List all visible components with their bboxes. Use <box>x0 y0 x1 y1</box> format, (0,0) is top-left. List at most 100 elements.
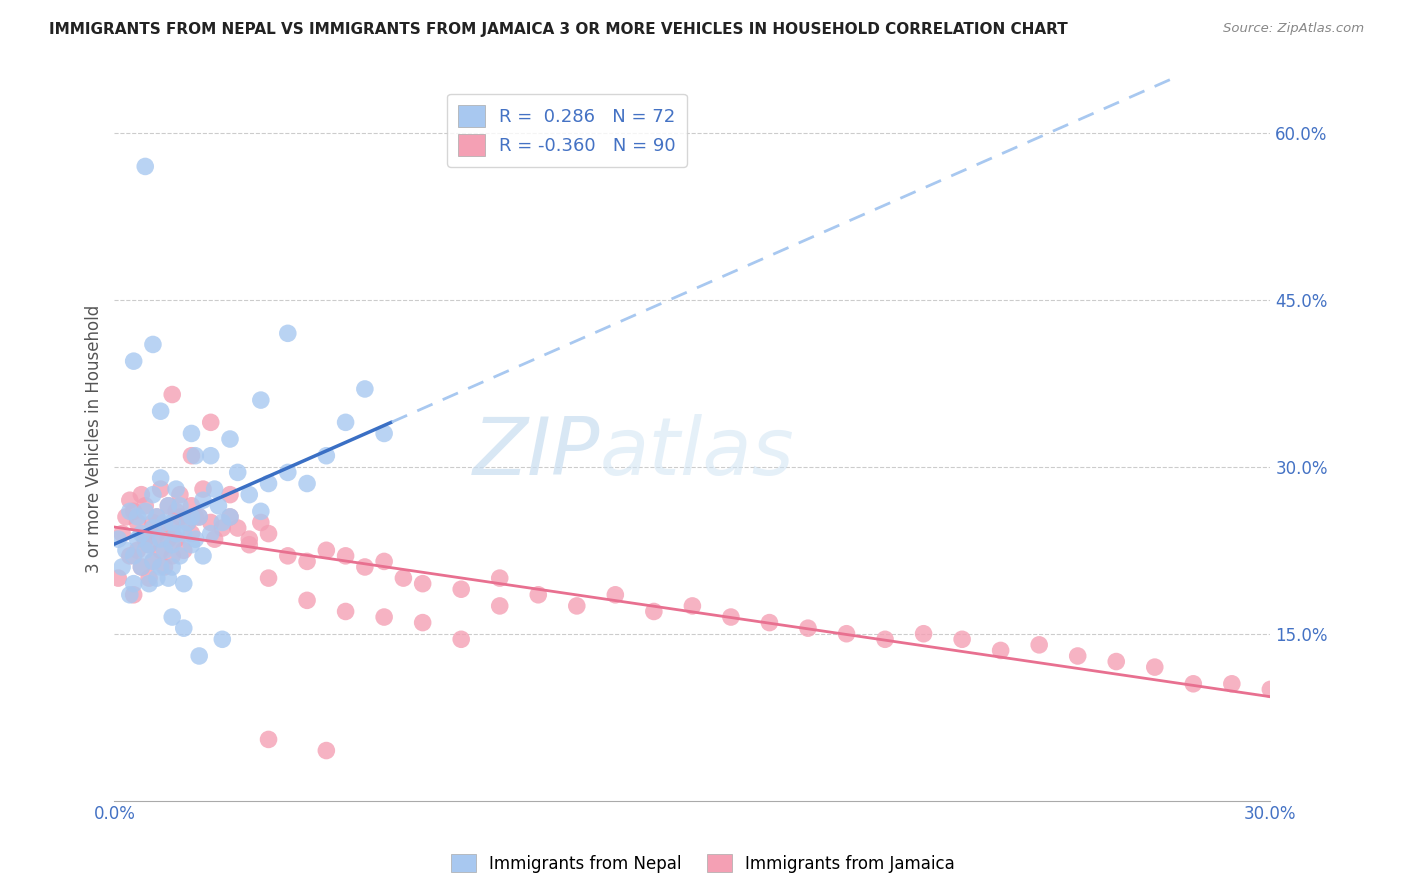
Point <box>200 449 222 463</box>
Point <box>149 404 172 418</box>
Point <box>527 588 550 602</box>
Point <box>180 449 202 463</box>
Point <box>392 571 415 585</box>
Point <box>134 532 156 546</box>
Point <box>257 571 280 585</box>
Point <box>250 393 273 408</box>
Point <box>127 516 149 530</box>
Point <box>188 509 211 524</box>
Point <box>1260 682 1282 697</box>
Point <box>250 516 273 530</box>
Point <box>238 538 260 552</box>
Point <box>165 504 187 518</box>
Point <box>115 509 138 524</box>
Point <box>315 543 337 558</box>
Point <box>207 499 229 513</box>
Point <box>169 509 191 524</box>
Point <box>184 449 207 463</box>
Point <box>191 493 214 508</box>
Text: Source: ZipAtlas.com: Source: ZipAtlas.com <box>1223 22 1364 36</box>
Point <box>127 543 149 558</box>
Point <box>157 499 180 513</box>
Point <box>335 605 357 619</box>
Point <box>153 560 176 574</box>
Point <box>238 532 260 546</box>
Point <box>204 532 226 546</box>
Point <box>118 549 141 563</box>
Point <box>720 610 742 624</box>
Point <box>153 543 176 558</box>
Point <box>157 571 180 585</box>
Point <box>160 560 183 574</box>
Text: atlas: atlas <box>600 415 794 492</box>
Point <box>277 466 299 480</box>
Point <box>412 576 434 591</box>
Point <box>153 521 176 535</box>
Point <box>315 743 337 757</box>
Point <box>211 516 233 530</box>
Point <box>257 732 280 747</box>
Point <box>450 582 472 597</box>
Point <box>200 415 222 429</box>
Point <box>127 532 149 546</box>
Point <box>157 532 180 546</box>
Point <box>180 426 202 441</box>
Point <box>138 538 160 552</box>
Point <box>1028 638 1050 652</box>
Point <box>160 610 183 624</box>
Point <box>138 571 160 585</box>
Point <box>238 488 260 502</box>
Point <box>219 432 242 446</box>
Point <box>180 526 202 541</box>
Point <box>200 516 222 530</box>
Point <box>681 599 703 613</box>
Point <box>184 509 207 524</box>
Point <box>107 532 129 546</box>
Point <box>127 509 149 524</box>
Point <box>226 521 249 535</box>
Point <box>643 605 665 619</box>
Point <box>257 526 280 541</box>
Point <box>488 599 510 613</box>
Point <box>226 466 249 480</box>
Point <box>146 509 169 524</box>
Point <box>169 549 191 563</box>
Point <box>142 554 165 568</box>
Point <box>180 509 202 524</box>
Point <box>111 560 134 574</box>
Point <box>122 504 145 518</box>
Point <box>176 516 198 530</box>
Point <box>142 521 165 535</box>
Point <box>118 588 141 602</box>
Point <box>250 504 273 518</box>
Point <box>335 549 357 563</box>
Point <box>142 337 165 351</box>
Point <box>160 387 183 401</box>
Point <box>160 538 183 552</box>
Point <box>169 499 191 513</box>
Point <box>157 499 180 513</box>
Point <box>354 560 377 574</box>
Point <box>188 648 211 663</box>
Point <box>134 160 156 174</box>
Point <box>165 526 187 541</box>
Point <box>912 626 935 640</box>
Point <box>131 526 153 541</box>
Point <box>134 543 156 558</box>
Point <box>1105 655 1128 669</box>
Point <box>488 571 510 585</box>
Point <box>211 632 233 647</box>
Point <box>315 449 337 463</box>
Point <box>758 615 780 630</box>
Point <box>184 532 207 546</box>
Point <box>412 615 434 630</box>
Point <box>173 576 195 591</box>
Point <box>565 599 588 613</box>
Point <box>295 476 318 491</box>
Point <box>122 588 145 602</box>
Point <box>180 499 202 513</box>
Point <box>118 493 141 508</box>
Point <box>277 549 299 563</box>
Point <box>835 626 858 640</box>
Point <box>219 509 242 524</box>
